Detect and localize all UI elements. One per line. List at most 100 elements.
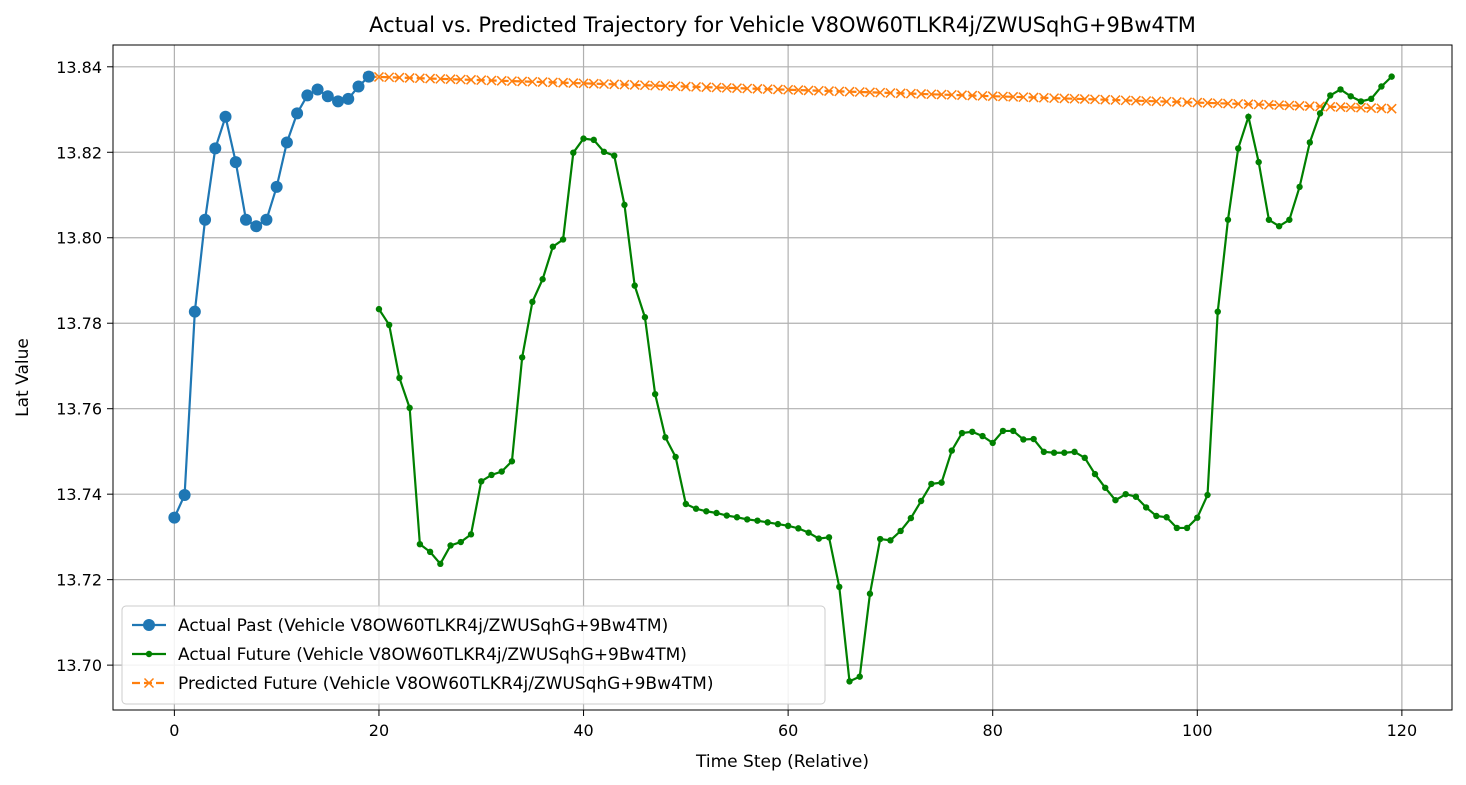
actual-future-point — [467, 531, 475, 538]
actual-future-point — [1367, 95, 1375, 103]
actual-future-point — [1306, 139, 1314, 146]
x-tick-label: 80 — [983, 721, 1003, 740]
actual-future-point — [754, 517, 761, 524]
predicted-future-point — [1151, 96, 1162, 107]
predicted-future-point — [476, 75, 487, 86]
predicted-future-point — [394, 72, 405, 83]
x-tick-label: 120 — [1387, 721, 1418, 740]
actual-future-point — [478, 478, 485, 485]
predicted-future-point — [598, 78, 610, 90]
actual-future-point — [897, 527, 904, 535]
actual-past-point — [321, 90, 334, 103]
legend-label: Actual Future (Vehicle V8OW60TLKR4j/ZWUS… — [178, 645, 687, 665]
predicted-future-point — [1192, 97, 1203, 108]
actual-past-point — [260, 213, 273, 226]
legend-marker — [145, 650, 153, 658]
legend-item-predicted-future: Predicted Future (Vehicle V8OW60TLKR4j/Z… — [132, 674, 713, 694]
actual-future-point — [447, 542, 454, 549]
y-tick-label: 13.84 — [56, 58, 102, 77]
actual-future-point — [1153, 512, 1160, 520]
y-tick-label: 13.80 — [56, 229, 102, 248]
predicted-future-point — [445, 74, 456, 85]
actual-future-point — [1286, 216, 1293, 223]
actual-future-point — [416, 540, 424, 548]
actual-future-point — [1173, 524, 1181, 532]
predicted-future-point — [1222, 98, 1234, 109]
predicted-future-point — [731, 83, 743, 94]
predicted-future-point — [813, 85, 824, 96]
actual-future-point — [1102, 484, 1109, 491]
actual-future-point — [559, 236, 567, 243]
predicted-future-point — [1018, 92, 1029, 103]
actual-future-point — [1204, 491, 1211, 499]
actual-future-point — [570, 149, 577, 156]
predicted-future-point — [1120, 95, 1131, 106]
actual-future-point — [1316, 110, 1324, 117]
actual-past-point — [209, 142, 222, 155]
predicted-future-point — [691, 81, 702, 92]
actual-future-point — [518, 354, 526, 361]
predicted-future-point — [680, 81, 691, 92]
predicted-future-point — [1304, 101, 1315, 112]
actual-future-point — [1081, 454, 1088, 462]
predicted-future-point — [1049, 93, 1060, 104]
actual-future-point — [692, 505, 700, 512]
actual-future-point — [1040, 448, 1048, 456]
axis-ticks: 0 20 40 60 80 100 120 13.70 13.72 13.74 13.76 13.78… — [56, 58, 1417, 740]
y-tick-label: 13.78 — [56, 314, 102, 333]
actual-future-point — [1020, 436, 1027, 443]
predicted-future-point — [558, 77, 569, 88]
predicted-future-point — [1294, 100, 1305, 111]
predicted-future-point — [517, 76, 528, 87]
actual-future-point — [1112, 496, 1119, 504]
actual-future-point — [979, 432, 986, 440]
predicted-future-point — [1069, 93, 1080, 104]
actual-past-point — [352, 80, 365, 93]
actual-future-point — [549, 243, 557, 250]
actual-future-point — [928, 480, 935, 488]
actual-future-point — [1347, 93, 1354, 100]
predicted-future-point — [926, 89, 937, 100]
predicted-future-point — [711, 82, 722, 93]
actual-future-point — [887, 537, 894, 544]
actual-past-series — [168, 70, 375, 524]
actual-past-point — [301, 89, 314, 102]
actual-past-line — [173, 75, 370, 519]
predicted-future-point — [373, 71, 384, 82]
actual-future-point — [1327, 92, 1334, 99]
actual-future-point — [529, 298, 536, 306]
predicted-future-point — [824, 86, 835, 97]
predicted-future-point — [1386, 103, 1397, 114]
predicted-future-point — [875, 87, 886, 98]
predicted-future-point — [650, 80, 661, 91]
actual-future-point — [703, 508, 710, 515]
actual-future-point — [1142, 504, 1150, 511]
actual-future-point — [1224, 216, 1232, 223]
actual-past-point — [168, 511, 181, 524]
actual-future-point — [498, 468, 505, 475]
actual-future-point — [1275, 223, 1283, 230]
actual-future-point — [488, 471, 495, 479]
actual-future-point — [1091, 470, 1099, 478]
predicted-future-point — [752, 83, 763, 94]
actual-future-point — [426, 548, 434, 556]
x-tick-label: 100 — [1182, 721, 1213, 740]
y-tick-label: 13.74 — [56, 485, 102, 504]
legend-item-actual-past: Actual Past (Vehicle V8OW60TLKR4j/ZWUSqh… — [132, 616, 668, 636]
predicted-future-point — [844, 86, 855, 97]
actual-future-point — [641, 314, 649, 321]
actual-future-point — [508, 458, 516, 465]
predicted-future-point — [527, 76, 538, 87]
actual-future-point — [764, 519, 771, 526]
actual-future-point — [1214, 308, 1221, 315]
predicted-future-point — [783, 84, 794, 95]
predicted-future-point — [1110, 94, 1121, 106]
actual-future-point — [1061, 449, 1068, 456]
actual-future-point — [406, 404, 413, 412]
predicted-future-point — [588, 78, 599, 89]
predicted-future-point — [1325, 101, 1336, 112]
y-tick-label: 13.76 — [56, 400, 102, 419]
x-tick-label: 60 — [778, 721, 798, 740]
predicted-future-point — [506, 76, 517, 87]
